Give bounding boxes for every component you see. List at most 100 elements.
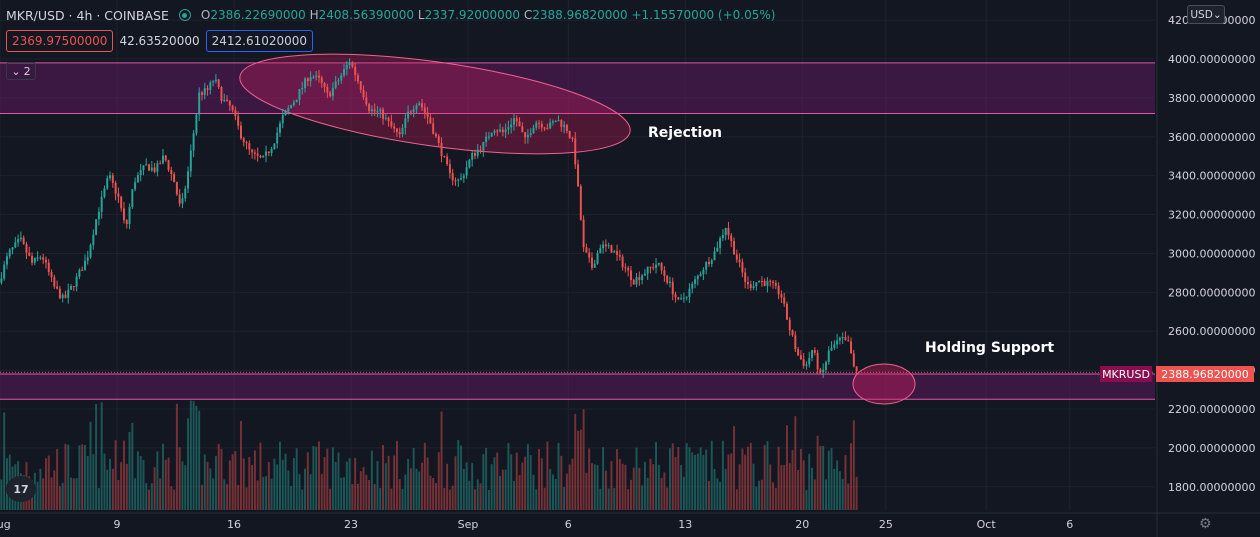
volume-bar	[799, 448, 802, 510]
currency-label: USD	[1190, 8, 1213, 21]
x-tick-label: Aug	[0, 518, 11, 531]
volume-bar	[379, 488, 382, 510]
volume-bar	[273, 458, 276, 510]
candle-body	[95, 219, 98, 235]
candle-body	[816, 352, 819, 370]
volume-bar	[312, 445, 315, 510]
buy-button[interactable]: 2412.61020000	[205, 30, 314, 52]
candle-body	[785, 303, 788, 320]
candle-body	[434, 133, 437, 137]
candle-body	[677, 297, 680, 300]
volume-bar	[546, 441, 549, 510]
candle-body	[571, 137, 574, 139]
volume-bar	[791, 449, 794, 510]
volume-bar	[735, 489, 738, 510]
y-tick-label: 3000.00000000	[1168, 247, 1255, 260]
volume-bar	[504, 469, 507, 510]
candle-body	[409, 111, 412, 113]
volume-bar	[343, 477, 346, 510]
candle-body	[746, 281, 749, 285]
volume-bar	[794, 416, 797, 510]
volume-bar	[571, 458, 574, 510]
x-tick-label: 6	[1066, 518, 1073, 531]
candle-body	[582, 219, 585, 248]
candle-body	[783, 297, 786, 304]
volume-bar	[320, 473, 323, 510]
volume-bar	[805, 489, 808, 510]
volume-bar	[384, 463, 387, 510]
tradingview-logo[interactable]: 17	[6, 476, 36, 502]
volume-bar	[811, 467, 814, 510]
x-tick-label: 23	[344, 518, 358, 531]
candle-body	[518, 121, 521, 127]
volume-bar	[610, 461, 613, 510]
volume-bar	[766, 441, 769, 510]
volume-bar	[89, 421, 92, 510]
candle-body	[398, 132, 401, 135]
volume-bar	[423, 442, 426, 510]
candle-body	[337, 80, 340, 82]
candle-body	[187, 171, 190, 189]
volume-bar	[217, 443, 220, 510]
volume-bar	[688, 447, 691, 510]
volume-bar	[677, 447, 680, 510]
candle-body	[412, 109, 415, 113]
volume-bar	[802, 460, 805, 510]
volume-bar	[772, 482, 775, 510]
candle-body	[262, 155, 265, 158]
volume-bar	[621, 463, 624, 510]
volume-bar	[529, 455, 532, 510]
x-tick-label: 6	[565, 518, 572, 531]
volume-bar	[337, 452, 340, 510]
candle-body	[139, 170, 142, 176]
volume-bar	[769, 464, 772, 510]
candle-body	[741, 262, 744, 273]
candle-body	[532, 127, 535, 134]
candle-body	[621, 256, 624, 268]
volume-bar	[109, 458, 112, 510]
candle-body	[334, 81, 337, 88]
volume-bar	[780, 465, 783, 510]
volume-bar	[142, 459, 145, 510]
candle-body	[343, 69, 346, 76]
volume-bar	[460, 445, 463, 510]
volume-bar	[657, 464, 660, 510]
volume-bar	[643, 461, 646, 510]
volume-bar	[437, 452, 440, 510]
candle-body	[231, 105, 234, 111]
candle-body	[214, 79, 217, 82]
volume-bar	[404, 474, 407, 510]
candle-body	[31, 255, 34, 263]
candle-body	[641, 275, 644, 280]
volume-bar	[752, 463, 755, 510]
candle-body	[847, 340, 850, 342]
candle-body	[17, 239, 20, 243]
volume-bar	[788, 463, 791, 510]
volume-bar	[409, 468, 412, 510]
candle-body	[212, 81, 215, 83]
volume-bar	[724, 468, 727, 510]
volume-bar	[451, 485, 454, 510]
symbol-title[interactable]: MKR/USD · 4h · COINBASE	[6, 7, 169, 23]
volume-bar	[499, 476, 502, 510]
volume-bar	[304, 468, 307, 510]
sell-button[interactable]: 2369.97500000	[6, 30, 114, 52]
annotation-holding-support[interactable]: Holding Support	[925, 340, 1055, 356]
volume-bar	[476, 479, 479, 510]
candle-body	[635, 277, 638, 285]
annotation-rejection[interactable]: Rejection	[648, 125, 722, 141]
candle-body	[329, 92, 332, 97]
currency-select[interactable]: USD ⌄	[1187, 5, 1225, 24]
volume-bar	[730, 453, 733, 510]
candle-body	[833, 344, 836, 348]
volume-bar	[331, 447, 334, 510]
candle-body	[200, 92, 203, 95]
volume-bar	[838, 471, 841, 510]
candle-body	[109, 175, 112, 179]
gear-icon[interactable]: ⚙	[1199, 516, 1212, 532]
candle-body	[81, 269, 84, 271]
volume-bar	[390, 488, 393, 510]
indicators-toggle[interactable]: ⌄ 2	[6, 62, 36, 80]
volume-bar	[557, 442, 560, 510]
